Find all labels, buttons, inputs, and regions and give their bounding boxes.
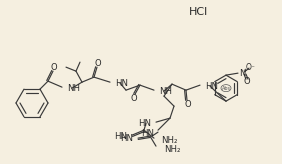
Text: NH: NH bbox=[67, 84, 80, 93]
Text: HN: HN bbox=[138, 119, 151, 128]
Text: HN: HN bbox=[115, 79, 128, 88]
Text: O: O bbox=[185, 100, 191, 109]
Text: HN: HN bbox=[114, 132, 127, 141]
Text: HCl: HCl bbox=[189, 7, 208, 17]
Text: NH₂: NH₂ bbox=[161, 136, 177, 145]
Text: HN: HN bbox=[120, 134, 133, 143]
Text: NH: NH bbox=[159, 87, 172, 96]
Text: O: O bbox=[95, 59, 101, 68]
Text: HN: HN bbox=[205, 82, 218, 91]
Text: O: O bbox=[51, 63, 57, 72]
Text: Abs: Abs bbox=[221, 86, 230, 91]
Text: HN: HN bbox=[141, 129, 154, 138]
Text: N: N bbox=[239, 69, 245, 78]
Text: O: O bbox=[244, 77, 250, 86]
Text: O: O bbox=[131, 94, 137, 103]
Text: NH₂: NH₂ bbox=[164, 145, 180, 154]
Text: +: + bbox=[243, 68, 247, 73]
Text: O⁻: O⁻ bbox=[246, 63, 256, 72]
